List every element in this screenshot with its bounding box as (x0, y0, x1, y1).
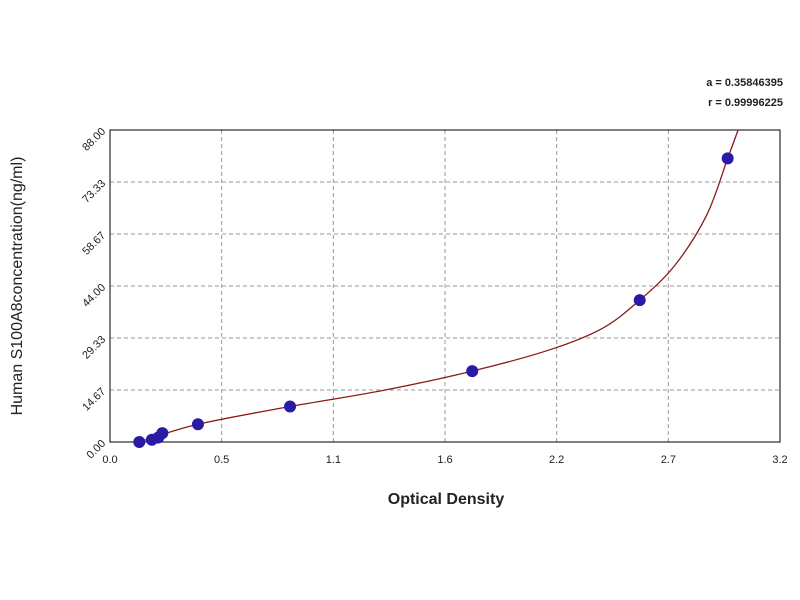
data-point (284, 400, 297, 413)
annotation: a = 0.35846395 (706, 77, 783, 89)
y-tick-label: 88.00 (80, 126, 108, 154)
data-point (633, 294, 646, 307)
y-tick-label: 44.00 (80, 282, 108, 310)
annotation: r = 0.99996225 (708, 97, 783, 109)
x-tick-label: 2.2 (549, 454, 564, 466)
x-tick-label: 3.2 (772, 454, 787, 466)
data-point (156, 427, 169, 440)
fit-curve (139, 129, 739, 443)
x-tick-label: 0.0 (102, 454, 117, 466)
x-tick-label: 1.6 (437, 454, 452, 466)
y-tick-label: 73.33 (80, 178, 108, 206)
data-point (191, 418, 204, 431)
plot-frame (109, 129, 781, 443)
x-axis-title: Optical Density (388, 491, 505, 508)
x-tick-label: 1.1 (326, 454, 341, 466)
y-tick-label: 29.33 (80, 334, 108, 362)
y-tick-label: 58.67 (80, 230, 108, 258)
y-tick-label: 14.67 (80, 386, 108, 414)
data-point (721, 152, 734, 165)
data-point (133, 436, 146, 448)
data-point (466, 365, 479, 378)
x-tick-label: 2.7 (661, 454, 676, 466)
x-tick-label: 0.5 (214, 454, 229, 466)
y-axis-title: Human S100A8concentration(ng/ml) (9, 157, 26, 416)
